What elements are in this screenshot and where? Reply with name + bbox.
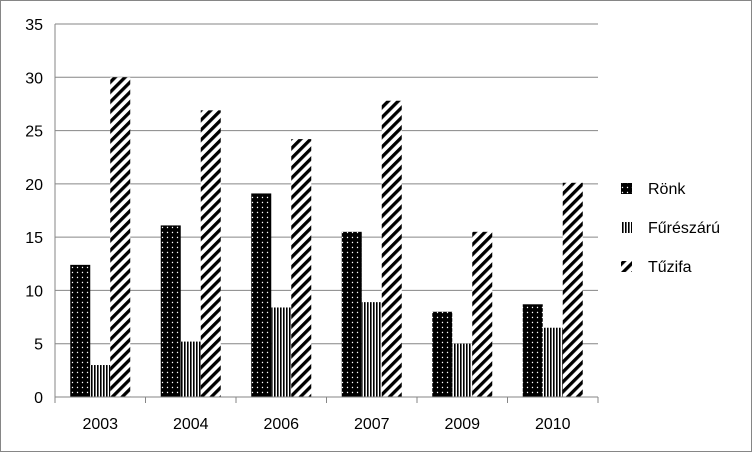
legend-swatch xyxy=(621,261,632,272)
bar-Tűzifa-2010 xyxy=(562,182,583,397)
y-tick-label: 35 xyxy=(25,17,43,34)
legend-label: Fűrészárú xyxy=(648,220,720,237)
legend-swatch xyxy=(621,183,632,194)
bar-Fűrészárú-2010 xyxy=(542,327,563,397)
gridlines xyxy=(55,23,598,345)
bar-Rönk-2007 xyxy=(341,231,362,397)
y-tick-label: 10 xyxy=(25,283,43,300)
y-tick-label: 0 xyxy=(34,390,43,407)
bar-Rönk-2009 xyxy=(432,311,453,397)
bar-Rönk-2004 xyxy=(160,225,181,397)
bar-Fűrészárú-2009 xyxy=(452,343,473,397)
bar-Rönk-2010 xyxy=(522,304,543,397)
bar-Rönk-2003 xyxy=(70,264,91,397)
y-axis-tick-labels: 0 5 10 15 20 25 30 35 xyxy=(25,17,43,407)
bar-Tűzifa-2009 xyxy=(472,231,493,397)
y-tick-label: 30 xyxy=(25,70,43,87)
legend: Rönk Fűrészárú Tűzifa xyxy=(621,181,720,276)
bar-Fűrészárú-2003 xyxy=(90,365,111,397)
bar-Tűzifa-2003 xyxy=(110,77,131,398)
bar-Fűrészárú-2004 xyxy=(180,341,201,397)
bar-Rönk-2006 xyxy=(251,193,272,397)
y-tick-label: 15 xyxy=(25,230,43,247)
x-tick-label: 2006 xyxy=(263,416,299,433)
y-tick-label: 25 xyxy=(25,124,43,141)
x-tick-label: 2007 xyxy=(354,416,390,433)
x-tick-label: 2003 xyxy=(82,416,118,433)
axes xyxy=(54,24,599,403)
bar-Fűrészárú-2007 xyxy=(361,302,382,397)
x-axis-tick-labels: 2003 2004 2006 2007 2009 2010 xyxy=(82,416,570,433)
x-tick-label: 2010 xyxy=(535,416,571,433)
bar-Tűzifa-2006 xyxy=(291,139,312,397)
bar-Tűzifa-2007 xyxy=(381,100,402,397)
x-tick-label: 2009 xyxy=(444,416,480,433)
legend-label: Tűzifa xyxy=(648,259,692,276)
x-tick-label: 2004 xyxy=(173,416,209,433)
bar-Fűrészárú-2006 xyxy=(271,307,292,397)
legend-label: Rönk xyxy=(648,181,686,198)
bars xyxy=(70,77,583,398)
bar-Tűzifa-2004 xyxy=(200,110,221,397)
y-tick-label: 5 xyxy=(34,337,43,354)
y-tick-label: 20 xyxy=(25,177,43,194)
legend-swatch xyxy=(621,222,632,233)
